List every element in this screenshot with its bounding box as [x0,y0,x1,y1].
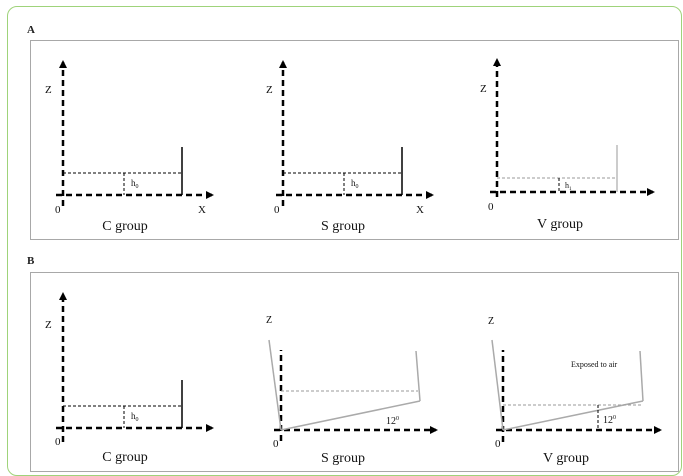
angle-label: 120 [386,416,399,427]
caption-c-group: C group [102,450,148,465]
caption-s-group: S group [321,451,365,466]
tilted-base-line [280,400,421,431]
height-label: h0 [351,178,359,190]
z-axis-label: Z [266,315,272,326]
height-label: h0 [131,411,139,423]
panel-a-c-group-diagram: Z 0 X h0 C group [45,60,214,234]
panel-a-label: A [27,24,35,36]
panel-b-label: B [27,255,35,267]
x-axis-label: X [416,204,424,216]
panel-a-v-group-diagram: Z 0 h1 V group [480,58,655,232]
caption-v-group: V group [537,217,583,232]
x-axis-label: X [198,204,206,216]
angle-label: 120 [603,415,616,426]
height-label: h1 [565,181,572,192]
tilted-z-axis [268,339,282,431]
height-label: h0 [131,178,139,190]
origin-label: 0 [273,438,279,450]
caption-v-group: V group [543,451,589,466]
caption-s-group: S group [321,219,365,234]
origin-label: 0 [55,436,61,448]
exposed-to-air-annotation: Exposed to air [571,360,618,369]
z-axis-label: Z [45,319,52,331]
tilted-z-axis [491,339,504,431]
z-axis-label: Z [480,83,487,95]
panel-a [30,40,679,240]
panel-b-s-group-diagram: Z 0 120 S group [266,315,438,466]
origin-label: 0 [495,438,501,450]
panel-b-v-group-diagram: Z 0 120 Exposed to air V group [488,316,662,466]
panel-a-s-group-diagram: Z 0 X h0 S group [266,60,434,234]
panel-b-c-group-diagram: Z 0 h0 C group [45,292,214,465]
origin-label: 0 [488,201,494,213]
diagram-canvas: Z 0 X h0 C group Z 0 X h0 S group Z 0 h1… [45,58,662,466]
tilted-wall [415,350,421,402]
origin-label: 0 [55,204,61,216]
origin-label: 0 [274,204,280,216]
z-axis-label: Z [266,84,273,96]
z-axis-label: Z [45,84,52,96]
tilted-wall [639,350,644,402]
z-axis-label: Z [488,316,494,327]
caption-c-group: C group [102,219,148,234]
tilted-base-line [502,400,644,431]
